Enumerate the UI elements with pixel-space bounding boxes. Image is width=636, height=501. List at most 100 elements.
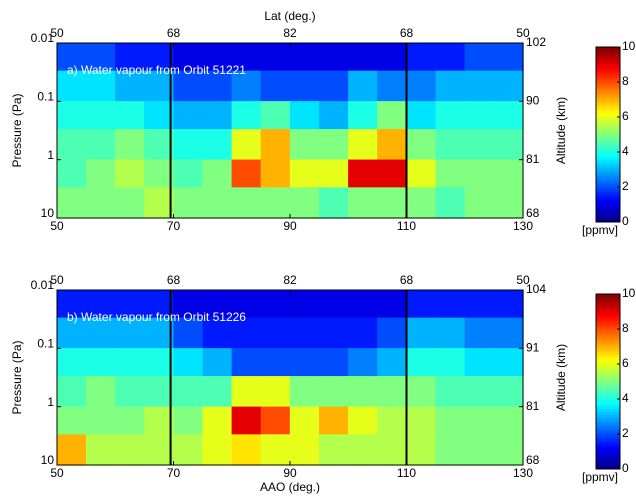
colorbar-step	[596, 466, 620, 470]
x-tick-label: 130	[513, 219, 533, 233]
colorbar-tick-label: 10	[622, 286, 636, 300]
panel-title: b) Water vapour from Orbit 51226	[67, 310, 246, 324]
heat-cell	[348, 101, 379, 130]
heat-cell	[260, 159, 291, 189]
colorbar-step	[596, 299, 620, 303]
heat-cell	[144, 289, 175, 319]
heat-cell	[348, 406, 379, 436]
heat-cell	[115, 187, 146, 219]
heat-cell	[202, 289, 233, 319]
colorbar-step	[596, 378, 620, 382]
heat-cell	[231, 406, 262, 436]
colorbar-step	[596, 386, 620, 391]
colorbar-step	[596, 101, 620, 105]
colorbar-step	[596, 104, 620, 108]
heat-cell	[289, 376, 320, 408]
colorbar-step	[596, 384, 620, 388]
heat-cell	[406, 187, 437, 219]
heat-cell	[348, 129, 379, 161]
heat-cell	[493, 376, 524, 408]
x-tick-label: 70	[167, 219, 181, 233]
heat-cell	[435, 42, 466, 72]
colorbar-step	[596, 156, 620, 160]
colorbar-step	[596, 145, 620, 149]
colorbar-step	[596, 170, 620, 174]
heat-cell	[435, 187, 466, 219]
x-tick-label: 130	[513, 466, 533, 480]
colorbar-step	[596, 200, 620, 204]
heat-cell	[85, 406, 116, 436]
heat-cell	[318, 42, 349, 72]
colorbar-step	[596, 340, 620, 344]
colorbar-step	[596, 354, 620, 358]
heat-cell	[231, 348, 262, 377]
colorbar-step	[596, 463, 620, 467]
colorbar-step	[596, 167, 620, 171]
heat-cell	[173, 289, 204, 319]
colorbar-step	[596, 139, 620, 144]
colorbar-step	[596, 194, 620, 198]
colorbar-step	[596, 294, 620, 298]
heat-cell	[464, 42, 495, 72]
heat-cell	[493, 70, 524, 102]
heat-cell	[493, 434, 524, 466]
colorbar-step	[596, 52, 620, 56]
heat-cell	[144, 129, 175, 161]
heat-cell	[377, 187, 408, 219]
colorbar-frame	[595, 293, 621, 470]
colorbar-step	[596, 373, 620, 377]
colorbar-step	[596, 161, 620, 166]
colorbar-step	[596, 77, 620, 81]
heat-cell	[377, 406, 408, 436]
heat-cell	[289, 42, 320, 72]
colorbar-step	[596, 172, 620, 177]
heat-cell	[115, 376, 146, 408]
heat-cell	[377, 42, 408, 72]
heat-cell	[348, 70, 379, 102]
colorbar-step	[596, 98, 620, 103]
colorbar-tick-label: 0	[622, 461, 629, 475]
colorbar-step	[596, 337, 620, 341]
heat-cell	[464, 317, 495, 349]
colorbar-step	[596, 417, 620, 421]
heat-cell	[493, 101, 524, 130]
colorbar-step	[596, 153, 620, 157]
colorbar-tick-label: 4	[622, 391, 629, 405]
y-tick-label: 0.1	[37, 337, 54, 351]
y2-tick-label: 90	[526, 94, 540, 108]
colorbar-step	[596, 332, 620, 336]
heat-cell	[85, 348, 116, 377]
heat-cell	[56, 348, 87, 377]
heat-cell	[202, 348, 233, 377]
heat-cell	[173, 348, 204, 377]
colorbar-step	[596, 197, 620, 201]
heat-cell	[115, 159, 146, 189]
heat-cell	[85, 289, 116, 319]
heat-cell	[260, 42, 291, 72]
heat-cell	[56, 187, 87, 219]
colorbar-step	[596, 313, 620, 317]
heat-cell	[260, 317, 291, 349]
heat-cell	[493, 129, 524, 161]
heat-cell	[435, 289, 466, 319]
top-tick-label: 68	[167, 26, 181, 40]
heat-cell	[173, 376, 204, 408]
colorbar-step	[596, 49, 620, 53]
heat-cell	[231, 129, 262, 161]
heat-cell	[231, 376, 262, 408]
heat-cell	[493, 317, 524, 349]
top-tick-label: 50	[50, 26, 64, 40]
colorbar-tick-label: 4	[622, 144, 629, 158]
colorbar-step	[596, 159, 620, 163]
colorbar-step	[596, 74, 620, 78]
heat-cell	[406, 434, 437, 466]
colorbar-step	[596, 411, 620, 415]
heat-cell	[377, 70, 408, 102]
heat-cell	[406, 289, 437, 319]
heat-cell	[144, 434, 175, 466]
colorbar-step	[596, 452, 620, 456]
heat-cell	[464, 406, 495, 436]
heat-cell	[173, 129, 204, 161]
heat-cell	[435, 348, 466, 377]
heat-cell	[464, 129, 495, 161]
